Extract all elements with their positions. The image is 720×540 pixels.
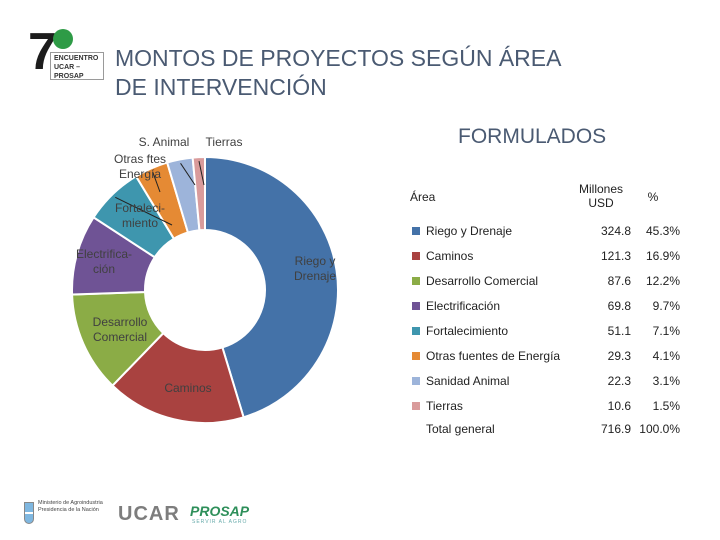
table-value-cell: 29.3: [607, 349, 631, 363]
leader-line: [115, 196, 173, 226]
table-area-cell: Fortalecimiento: [426, 324, 509, 338]
legend-swatch: [412, 377, 420, 385]
slice-label: Fortaleci-miento: [115, 201, 165, 230]
table-value-cell: 22.3: [607, 374, 631, 388]
table-header-pct: %: [647, 190, 659, 204]
table-pct-cell: 45.3%: [645, 224, 680, 238]
legend-swatch: [412, 402, 420, 410]
footer-ministerio: Ministerio de Agroindustria Presidencia …: [38, 500, 103, 513]
chart-heading: FORMULADOS: [458, 125, 607, 148]
legend-swatch: [412, 302, 420, 310]
table-value-cell: 10.6: [607, 399, 631, 413]
slice-label: Tierras: [206, 135, 243, 149]
slice-label: Caminos: [164, 381, 211, 395]
legend-swatch: [412, 227, 420, 235]
table-header-area: Área: [410, 190, 436, 204]
table-value-cell: 324.8: [600, 224, 631, 238]
legend-swatch: [412, 327, 420, 335]
table-value-cell: 87.6: [607, 274, 631, 288]
logo-badge: ENCUENTRO UCAR – PROSAP: [50, 52, 104, 80]
table-value-cell: 51.1: [607, 324, 631, 338]
table-value-cell: 69.8: [607, 299, 631, 313]
table-total-label: Total general: [426, 422, 495, 436]
slice-label: Desarrollo Comercial: [93, 315, 148, 344]
logo-line1: ENCUENTRO: [54, 55, 99, 62]
table-area-cell: Sanidad Animal: [426, 374, 510, 388]
table-value-cell: 121.3: [600, 249, 631, 263]
table-area-cell: Riego y Drenaje: [426, 224, 513, 238]
table-area-cell: Otras fuentes de Energía: [426, 349, 561, 363]
slice-label: Electrifica-ción: [76, 247, 132, 276]
table-area-cell: Tierras: [426, 399, 463, 413]
footer-prosap-logo: PROSAP: [190, 503, 250, 519]
table-area-cell: Electrificación: [426, 299, 501, 313]
leader-line: [180, 163, 196, 186]
table-total-pct: 100.0%: [639, 422, 680, 436]
logo-line2: UCAR – PROSAP: [54, 64, 84, 80]
table-pct-cell: 4.1%: [652, 349, 680, 363]
table-pct-cell: 12.2%: [645, 274, 680, 288]
table-area-cell: Caminos: [426, 249, 474, 263]
slice-label: Riego y Drenaje: [294, 254, 336, 283]
footer-ucar-logo: UCAR: [118, 503, 180, 525]
slice-label: Otras ftes Energía: [114, 152, 166, 181]
table-total-value: 716.9: [600, 422, 631, 436]
footer-prosap-subtitle: SERVIR AL AGRO: [192, 519, 248, 525]
donut-slice-caminos: [111, 331, 245, 424]
slice-label: S. Animal: [139, 135, 190, 149]
table-pct-cell: 1.5%: [652, 399, 680, 413]
legend-swatch: [412, 252, 420, 260]
donut-slice-riego-y-drenaje: [204, 155, 339, 419]
table-header-millones: Millones USD: [578, 182, 623, 210]
legend-swatch: [412, 352, 420, 360]
logo-dot-icon: [53, 29, 73, 49]
leader-line: [198, 161, 205, 186]
slide-title: MONTOS DE PROYECTOS SEGÚN ÁREA DE INTERV…: [115, 45, 561, 100]
table-pct-cell: 16.9%: [645, 249, 680, 263]
argentina-shield-icon: [24, 502, 34, 524]
leader-line: [152, 171, 161, 193]
legend-swatch: [412, 277, 420, 285]
table-area-cell: Desarrollo Comercial: [426, 274, 539, 288]
table-pct-cell: 9.7%: [652, 299, 680, 313]
table-pct-cell: 7.1%: [652, 324, 680, 338]
table-pct-cell: 3.1%: [652, 374, 680, 388]
